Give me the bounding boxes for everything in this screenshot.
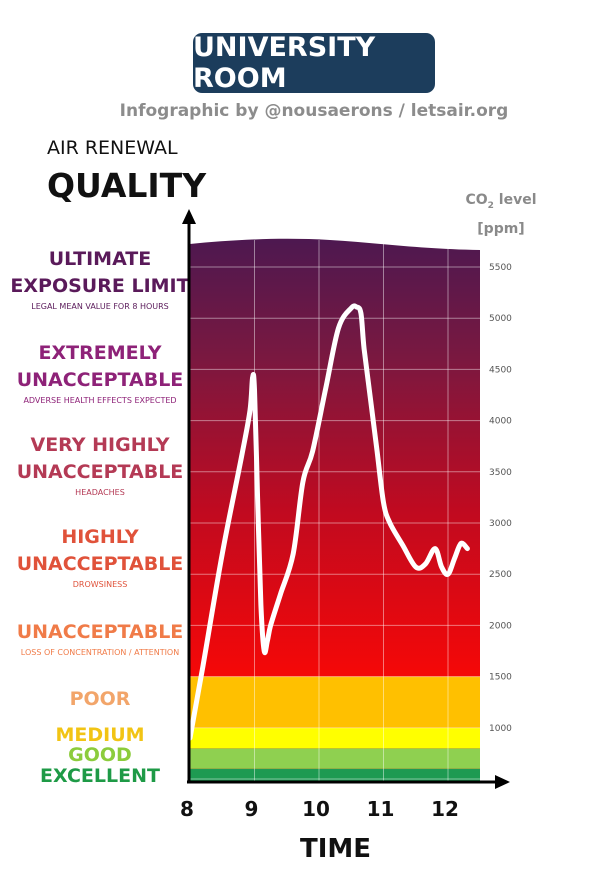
zone-label: VERY HIGHLY UNACCEPTABLE HEADACHES [0,432,200,499]
zone-name: VERY HIGHLY [30,434,170,456]
y-tick-label: 5500 [489,263,512,273]
co2-series-line [187,303,470,741]
x-tick-label: 12 [431,797,459,821]
chart-subtitle: Infographic by @nousaerons / letsair.org [119,101,509,121]
zone-name: POOR [69,688,131,710]
y-tick-label: 4000 [489,417,512,427]
x-tick-label: 9 [245,797,259,821]
quality-band [190,727,480,749]
quality-band [190,676,480,728]
y-tick-label: 1500 [489,673,512,683]
zone-label: HIGHLY UNACCEPTABLE DROWSINESS [0,524,200,591]
chart-title: UNIVERSITY ROOM [193,32,435,94]
y-tick-label: 1000 [489,724,512,734]
x-tick-label: 11 [367,797,395,821]
y-tick-label: 3000 [489,519,512,529]
zone-name: MEDIUM [55,724,145,746]
y-axis-title-rest: level [493,192,537,208]
zone-label: GOOD [0,745,200,766]
y-axis-title-sub: 2 [487,200,494,211]
zone-label: ULTIMATE EXPOSURE LIMIT LEGAL MEAN VALUE F… [0,246,200,313]
y-axis-unit: [ppm] [477,220,525,237]
x-tick-label: 8 [180,797,194,821]
air-renewal-label: AIR RENEWAL [47,137,178,159]
y-axis-title-co: CO [465,192,488,208]
zone-label: EXCELLENT [0,766,200,787]
x-axis-arrow [495,775,510,789]
quality-label: QUALITY [47,166,207,205]
zone-name: UNACCEPTABLE [16,369,184,391]
y-tick-label: 3500 [489,468,512,478]
zone-description: ADVERSE HEALTH EFFECTS EXPECTED [23,396,177,405]
zone-name: EXPOSURE LIMIT [10,275,190,297]
y-axis-arrow [182,209,196,224]
zone-name: EXCELLENT [40,765,160,787]
zone-description: DROWSINESS [72,580,128,589]
zone-name: EXTREMELY [38,342,162,364]
zone-description: HEADACHES [75,488,125,497]
zone-description: LOSS OF CONCENTRATION / ATTENTION [20,648,180,657]
quality-band [190,768,480,781]
zone-name: UNACCEPTABLE [16,461,184,483]
zone-label: MEDIUM [0,725,200,746]
x-axis-label: TIME [300,834,372,864]
zone-name: UNACCEPTABLE [16,621,184,643]
zone-name: UNACCEPTABLE [16,553,184,575]
quality-band [190,748,480,769]
y-tick-label: 2500 [489,570,512,580]
y-tick-label: 2000 [489,621,512,631]
y-tick-label: 5000 [489,314,512,324]
zone-description: LEGAL MEAN VALUE FOR 8 HOURS [31,302,169,311]
zone-name: ULTIMATE [48,248,152,270]
y-tick-label: 4500 [489,365,512,375]
zone-label: POOR [0,689,200,710]
zone-name: HIGHLY [61,526,139,548]
zone-label: UNACCEPTABLE LOSS OF CONCENTRATION / ATTE… [0,619,200,659]
zone-label: EXTREMELY UNACCEPTABLE ADVERSE HEALTH EFFE… [0,340,200,407]
x-tick-label: 10 [302,797,330,821]
zone-name: GOOD [68,744,132,766]
y-axis-title: CO2 level [ppm] [461,189,541,241]
